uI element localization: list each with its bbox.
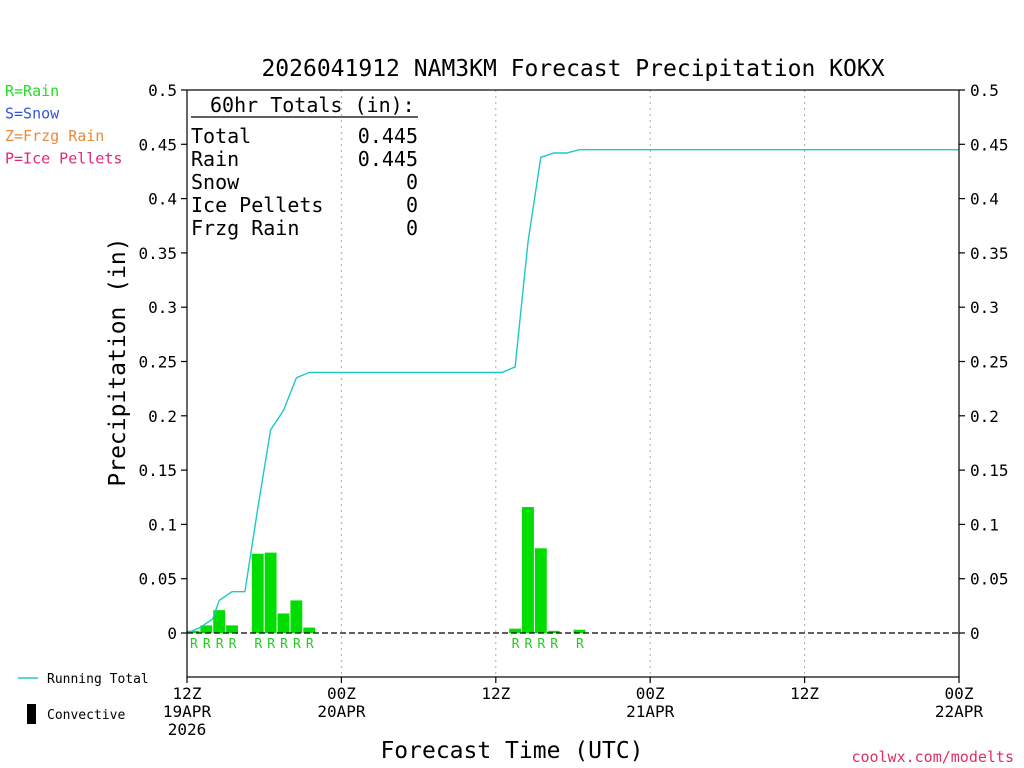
y-axis-left: 0 0.05 0.1 0.15 0.2 0.25 0.3 0.35 0.4 0.45 0.5 (138, 81, 187, 643)
totals-row-value: 0 (406, 216, 418, 240)
totals-row-value: 0.445 (358, 147, 418, 171)
running-total-line (186, 148, 959, 634)
y-tick-label: 0.1 (970, 515, 999, 534)
ptype-label: R (203, 637, 211, 652)
precip-bar (200, 625, 213, 633)
y-tick-label: 0.5 (970, 81, 999, 100)
precip-bar (509, 628, 522, 633)
y-tick-label: 0.05 (970, 570, 1009, 589)
ptype-label: R (216, 637, 224, 652)
credit-text: coolwx.com/modelts (851, 748, 1014, 766)
x-tick-label: 21APR (626, 702, 675, 721)
y-tick-label: 0 (167, 624, 177, 643)
y-tick-label: 0.15 (970, 461, 1009, 480)
ptype-label: R (280, 637, 288, 652)
precip-bar (251, 553, 264, 633)
running-total-polyline (186, 148, 959, 634)
y-tick-label: 0.4 (970, 190, 999, 209)
precip-bar (573, 629, 586, 633)
totals-row-label: Rain (191, 147, 239, 171)
ptype-legend-item: S=Snow (5, 105, 60, 123)
x-tick-label: 2026 (168, 720, 207, 739)
y-tick-label: 0.45 (138, 135, 177, 154)
ptype-label: R (254, 637, 262, 652)
precip-bar (213, 610, 226, 633)
precip-bar (277, 613, 290, 633)
totals-row-label: Snow (191, 170, 240, 194)
y-tick-label: 0 (970, 624, 980, 643)
y-tick-label: 0.25 (138, 353, 177, 372)
bars (187, 507, 586, 633)
y-tick-label: 0.5 (148, 81, 177, 100)
y-tick-label: 0.4 (148, 190, 177, 209)
y-tick-label: 0.3 (970, 298, 999, 317)
ptype-label: R (293, 637, 301, 652)
y-axis-right: 0 0.05 0.1 0.15 0.2 0.25 0.3 0.35 0.4 0.45 0.5 (959, 81, 1009, 643)
totals-row-value: 0 (406, 193, 418, 217)
x-tick-label: 20APR (317, 702, 366, 721)
ptype-legend-item: P=Ice Pellets (5, 150, 122, 168)
y-tick-label: 0.2 (148, 407, 177, 426)
precip-bar (264, 552, 277, 633)
precip-bar (187, 630, 200, 633)
x-tick-label: 00Z (327, 684, 356, 703)
ptype-label: R (525, 637, 533, 652)
totals-box: 60hr Totals (in): Total 0.445 Rain 0.445 Snow… (191, 93, 418, 240)
series-legend: Running Total Convective (18, 672, 149, 724)
ptype-label: R (537, 637, 545, 652)
ptype-label: R (267, 637, 275, 652)
ptype-legend-item: Z=Frzg Rain (5, 127, 104, 145)
precip-bar (290, 600, 303, 633)
x-tick-label: 00Z (636, 684, 665, 703)
totals-row-label: Total (191, 124, 251, 148)
precip-bar (534, 548, 547, 633)
grid-lines (340, 90, 806, 677)
y-tick-label: 0.05 (138, 570, 177, 589)
y-tick-label: 0.25 (970, 353, 1009, 372)
totals-row-label: Ice Pellets (191, 193, 323, 217)
y-tick-label: 0.15 (138, 461, 177, 480)
totals-row-value: 0.445 (358, 124, 418, 148)
y-tick-label: 0.3 (148, 298, 177, 317)
y-tick-label: 0.35 (970, 244, 1009, 263)
chart-title: 2026041912 NAM3KM Forecast Precipitation… (261, 56, 884, 82)
ptype-label: R (229, 637, 237, 652)
x-tick-label: 00Z (945, 684, 974, 703)
totals-heading: 60hr Totals (in): (210, 93, 415, 117)
totals-row-label: Frzg Rain (191, 216, 299, 240)
y-axis-label: Precipitation (in) (105, 237, 131, 486)
precip-bar (226, 625, 238, 633)
x-tick-label: 22APR (935, 702, 984, 721)
convective-swatch (27, 704, 36, 724)
totals-row-value: 0 (406, 170, 418, 194)
x-axis-label: Forecast Time (UTC) (380, 738, 643, 764)
x-tick-label: 12Z (790, 684, 819, 703)
x-tick-label: 12Z (481, 684, 510, 703)
series-legend-label: Convective (47, 708, 125, 723)
plot-frame (186, 89, 960, 678)
precip-bar (547, 630, 560, 633)
y-tick-label: 0.2 (970, 407, 999, 426)
precip-bar (522, 507, 534, 633)
ptype-label: R (190, 637, 198, 652)
precip-bar (303, 627, 316, 633)
y-tick-label: 0.45 (970, 135, 1009, 154)
ptype-legend: R=Rain S=Snow Z=Frzg Rain P=Ice Pellets (5, 82, 122, 168)
y-tick-label: 0.1 (148, 515, 177, 534)
series-legend-label: Running Total (47, 672, 149, 687)
ptype-label: R (512, 637, 520, 652)
y-tick-label: 0.35 (138, 244, 177, 263)
x-tick-label: 12Z (173, 684, 202, 703)
x-tick-label: 19APR (163, 702, 212, 721)
ptype-label: R (550, 637, 558, 652)
ptype-label: R (576, 637, 584, 652)
ptype-legend-item: R=Rain (5, 82, 59, 100)
ptype-label: R (306, 637, 314, 652)
